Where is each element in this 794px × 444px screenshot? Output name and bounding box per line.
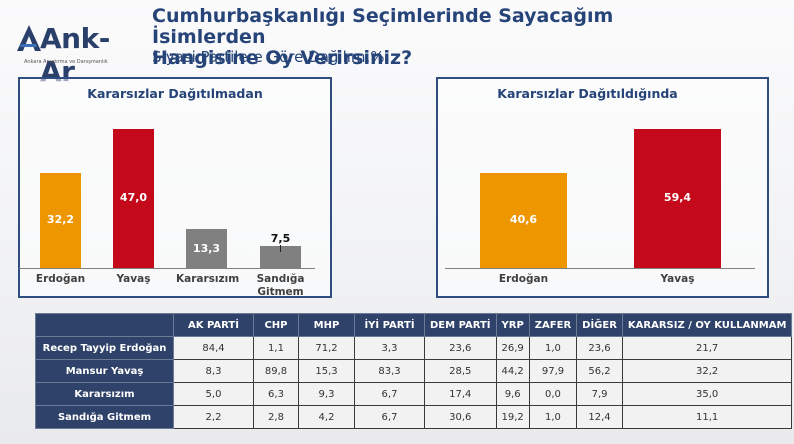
table-cell: 30,6 xyxy=(424,405,497,429)
table-cell: 28,5 xyxy=(424,359,497,383)
table-cell: 2,2 xyxy=(173,405,254,429)
table-cell: 2,8 xyxy=(253,405,299,429)
table-cell: 5,0 xyxy=(173,382,254,406)
column-header: CHP xyxy=(253,313,299,337)
bar-value: 40,6 xyxy=(509,213,538,226)
party-breakdown-table: AK PARTİ CHP MHP İYİ PARTİ DEM PARTİ YRP… xyxy=(35,313,793,429)
column-header: AK PARTİ xyxy=(173,313,254,337)
table-cell: 1,0 xyxy=(528,336,578,360)
page-subtitle: Siyasi Partilere Göre Dağılım,% xyxy=(152,48,385,66)
category-label: Erdoğan xyxy=(35,273,86,285)
table-cell: 4,2 xyxy=(298,405,355,429)
bar-value: 13,3 xyxy=(192,242,221,255)
chart-title: Kararsızlar Dağıtıldığında xyxy=(497,86,678,101)
category-label: Yavaş xyxy=(116,273,151,285)
bar-erdogan: 32,2 xyxy=(40,173,81,268)
table-cell: 0,0 xyxy=(528,382,578,406)
bar-sandiga-gitmem xyxy=(260,246,301,268)
bar-yavas: 47,0 xyxy=(113,129,154,268)
bar-value: 32,2 xyxy=(46,213,75,226)
table-cell: 26,9 xyxy=(495,336,530,360)
table-row: Kararsızım 5,0 6,3 9,3 6,7 17,4 9,6 0,0 … xyxy=(35,382,793,406)
table-cell: 3,3 xyxy=(354,336,425,360)
category-label-line1: Sandığa xyxy=(256,273,305,285)
table-cell: 6,7 xyxy=(354,405,425,429)
category-label: Yavaş xyxy=(660,273,695,285)
table-cell: 12,4 xyxy=(576,405,623,429)
table-cell: 35,0 xyxy=(621,382,793,406)
bar-value: 59,4 xyxy=(663,191,692,204)
table-cell: 23,6 xyxy=(576,336,623,360)
logo-a-icon xyxy=(17,25,41,51)
table-cell: 9,3 xyxy=(298,382,355,406)
column-header: ZAFER xyxy=(528,313,578,337)
table-cell: 8,3 xyxy=(173,359,254,383)
table-cell: 6,7 xyxy=(354,382,425,406)
x-axis xyxy=(19,268,315,269)
column-header xyxy=(35,313,174,337)
table-cell: 17,4 xyxy=(424,382,497,406)
table-cell: 11,1 xyxy=(621,405,793,429)
table-cell: 23,6 xyxy=(424,336,497,360)
bar-value: 47,0 xyxy=(119,191,148,204)
table-cell: 7,9 xyxy=(576,382,623,406)
logo-tagline: Ankara Araştırma ve Danışmanlık xyxy=(24,59,108,65)
row-header: Kararsızım xyxy=(35,382,174,406)
ank-ar-logo: Ank-Ar Ankara Araştırma ve Danışmanlık xyxy=(14,20,124,88)
table-cell: 44,2 xyxy=(495,359,530,383)
bar-kararsizim: 13,3 xyxy=(186,229,227,268)
table-cell: 71,2 xyxy=(298,336,355,360)
table-cell: 89,8 xyxy=(253,359,299,383)
category-label: Kararsızım xyxy=(176,273,240,285)
title-line-1: Cumhurbaşkanlığı Seçimlerinde Sayacağım … xyxy=(152,5,614,48)
title-line-2: Hangisine Oy Verirsiniz? xyxy=(152,47,413,69)
table-cell: 83,3 xyxy=(354,359,425,383)
chart-title: Kararsızlar Dağıtılmadan xyxy=(87,86,263,101)
table-cell: 21,7 xyxy=(621,336,793,360)
row-header: Sandığa Gitmem xyxy=(35,405,174,429)
table-cell: 6,3 xyxy=(253,382,299,406)
table-cell: 15,3 xyxy=(298,359,355,383)
category-label: Sandığa Gitmem xyxy=(250,273,311,299)
table-cell: 97,9 xyxy=(528,359,578,383)
page-title: Cumhurbaşkanlığı Seçimlerinde Sayacağım … xyxy=(152,6,712,69)
column-header: YRP xyxy=(495,313,530,337)
row-header: Recep Tayyip Erdoğan xyxy=(35,336,174,360)
category-label-line2: Gitmem xyxy=(257,286,304,298)
column-header: MHP xyxy=(298,313,355,337)
bar-erdogan: 40,6 xyxy=(480,173,567,268)
table-row: Sandığa Gitmem 2,2 2,8 4,2 6,7 30,6 19,2… xyxy=(35,405,793,429)
table-cell: 9,6 xyxy=(495,382,530,406)
logo-wordmark: Ank-Ar xyxy=(40,22,110,88)
bar-yavas: 59,4 xyxy=(634,129,721,268)
leader-line xyxy=(280,245,281,252)
category-label: Erdoğan xyxy=(498,273,549,285)
table-row: Recep Tayyip Erdoğan 84,4 1,1 71,2 3,3 2… xyxy=(35,336,793,360)
table-cell: 56,2 xyxy=(576,359,623,383)
table-header-row: AK PARTİ CHP MHP İYİ PARTİ DEM PARTİ YRP… xyxy=(35,313,793,337)
table-cell: 84,4 xyxy=(173,336,254,360)
column-header: DİĞER xyxy=(576,313,623,337)
column-header: İYİ PARTİ xyxy=(354,313,425,337)
column-header: KARARSIZ / OY KULLANMAM xyxy=(621,313,793,337)
table-cell: 32,2 xyxy=(621,359,793,383)
x-axis xyxy=(445,268,755,269)
table-row: Mansur Yavaş 8,3 89,8 15,3 83,3 28,5 44,… xyxy=(35,359,793,383)
table-cell: 19,2 xyxy=(495,405,530,429)
table-cell: 1,0 xyxy=(528,405,578,429)
bar-value-outside: 7,5 xyxy=(270,232,291,245)
column-header: DEM PARTİ xyxy=(424,313,497,337)
table-cell: 1,1 xyxy=(253,336,299,360)
row-header: Mansur Yavaş xyxy=(35,359,174,383)
